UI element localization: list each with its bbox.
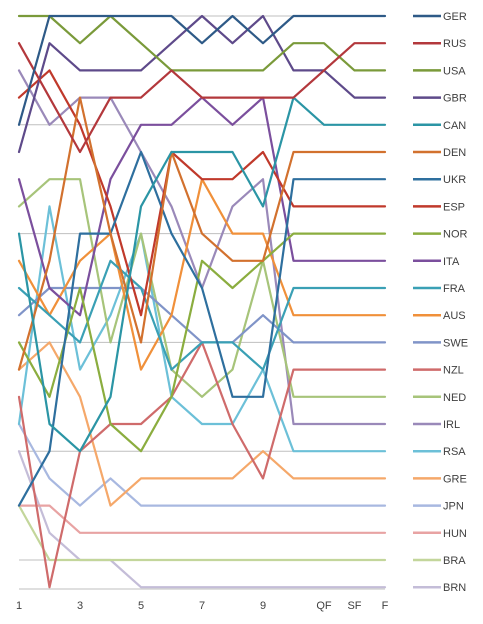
x-tick-label: 9 [260,600,266,612]
legend-label: AUS [443,310,466,322]
legend-item: IRL [413,419,460,431]
legend-item: JPN [413,501,464,513]
x-tick-label: 7 [199,600,205,612]
series-line-ned [17,178,387,398]
legend-label: ITA [443,256,460,268]
legend-item: FRA [413,283,466,295]
legend-label: BRA [443,555,466,567]
legend: GER RUS USA GBR CAN DEN UKR ESP NOR ITA FRA AUS SWE N… [413,11,468,594]
legend-item: RSA [413,446,466,458]
legend-item: HUN [413,528,467,540]
series-line-nor [17,232,387,453]
legend-label: NZL [443,365,464,377]
legend-item: BRA [413,555,466,567]
series-line-gre [17,341,387,507]
legend-label: RUS [443,38,466,50]
x-tick-label: QF [316,600,332,612]
legend-label: GBR [443,93,467,105]
series-line-den [17,96,387,371]
legend-label: USA [443,65,466,77]
legend-item: SWE [413,337,468,349]
series-line-ger [17,14,387,126]
series-line-rsa [17,205,387,453]
legend-label: UKR [443,174,466,186]
legend-item: BRN [413,582,466,594]
series-line-hun [17,504,387,534]
legend-item: ESP [413,201,465,213]
legend-label: BRN [443,582,466,594]
series-line-ukr [17,150,387,507]
legend-item: DEN [413,147,466,159]
legend-label: ESP [443,201,465,213]
legend-label: FRA [443,283,466,295]
x-tick-label: F [382,600,389,612]
legend-item: RUS [413,38,466,50]
legend-label: IRL [443,419,460,431]
legend-label: CAN [443,120,466,132]
legend-label: JPN [443,501,464,513]
series-line-fra [17,259,387,371]
series-line-rus [17,42,387,154]
legend-label: GRE [443,473,467,485]
legend-label: DEN [443,147,466,159]
legend-item: CAN [413,120,466,132]
x-axis: 1 3 5 7 9 QF SF F [16,588,389,612]
series-line-jpn [17,422,387,507]
legend-item: GRE [413,473,467,485]
legend-label: GER [443,11,467,23]
legend-item: USA [413,65,466,77]
series-line-bra [17,504,387,562]
legend-item: UKR [413,174,466,186]
legend-label: RSA [443,446,466,458]
legend-item: GER [413,11,467,23]
x-tick-label: 3 [77,600,83,612]
legend-item: NOR [413,229,468,241]
legend-label: HUN [443,528,467,540]
legend-item: ITA [413,256,460,268]
x-tick-label: 5 [138,600,144,612]
series-line-usa [17,14,387,72]
legend-item: GBR [413,93,467,105]
legend-label: SWE [443,337,468,349]
x-tick-label: SF [347,600,361,612]
legend-label: NED [443,392,466,404]
series-lines [17,14,387,589]
series-line-can [17,96,387,453]
legend-item: NZL [413,365,464,377]
legend-item: NED [413,392,466,404]
legend-item: AUS [413,310,466,322]
legend-label: NOR [443,229,468,241]
series-line-esp [17,69,387,317]
x-tick-label: 1 [16,600,22,612]
